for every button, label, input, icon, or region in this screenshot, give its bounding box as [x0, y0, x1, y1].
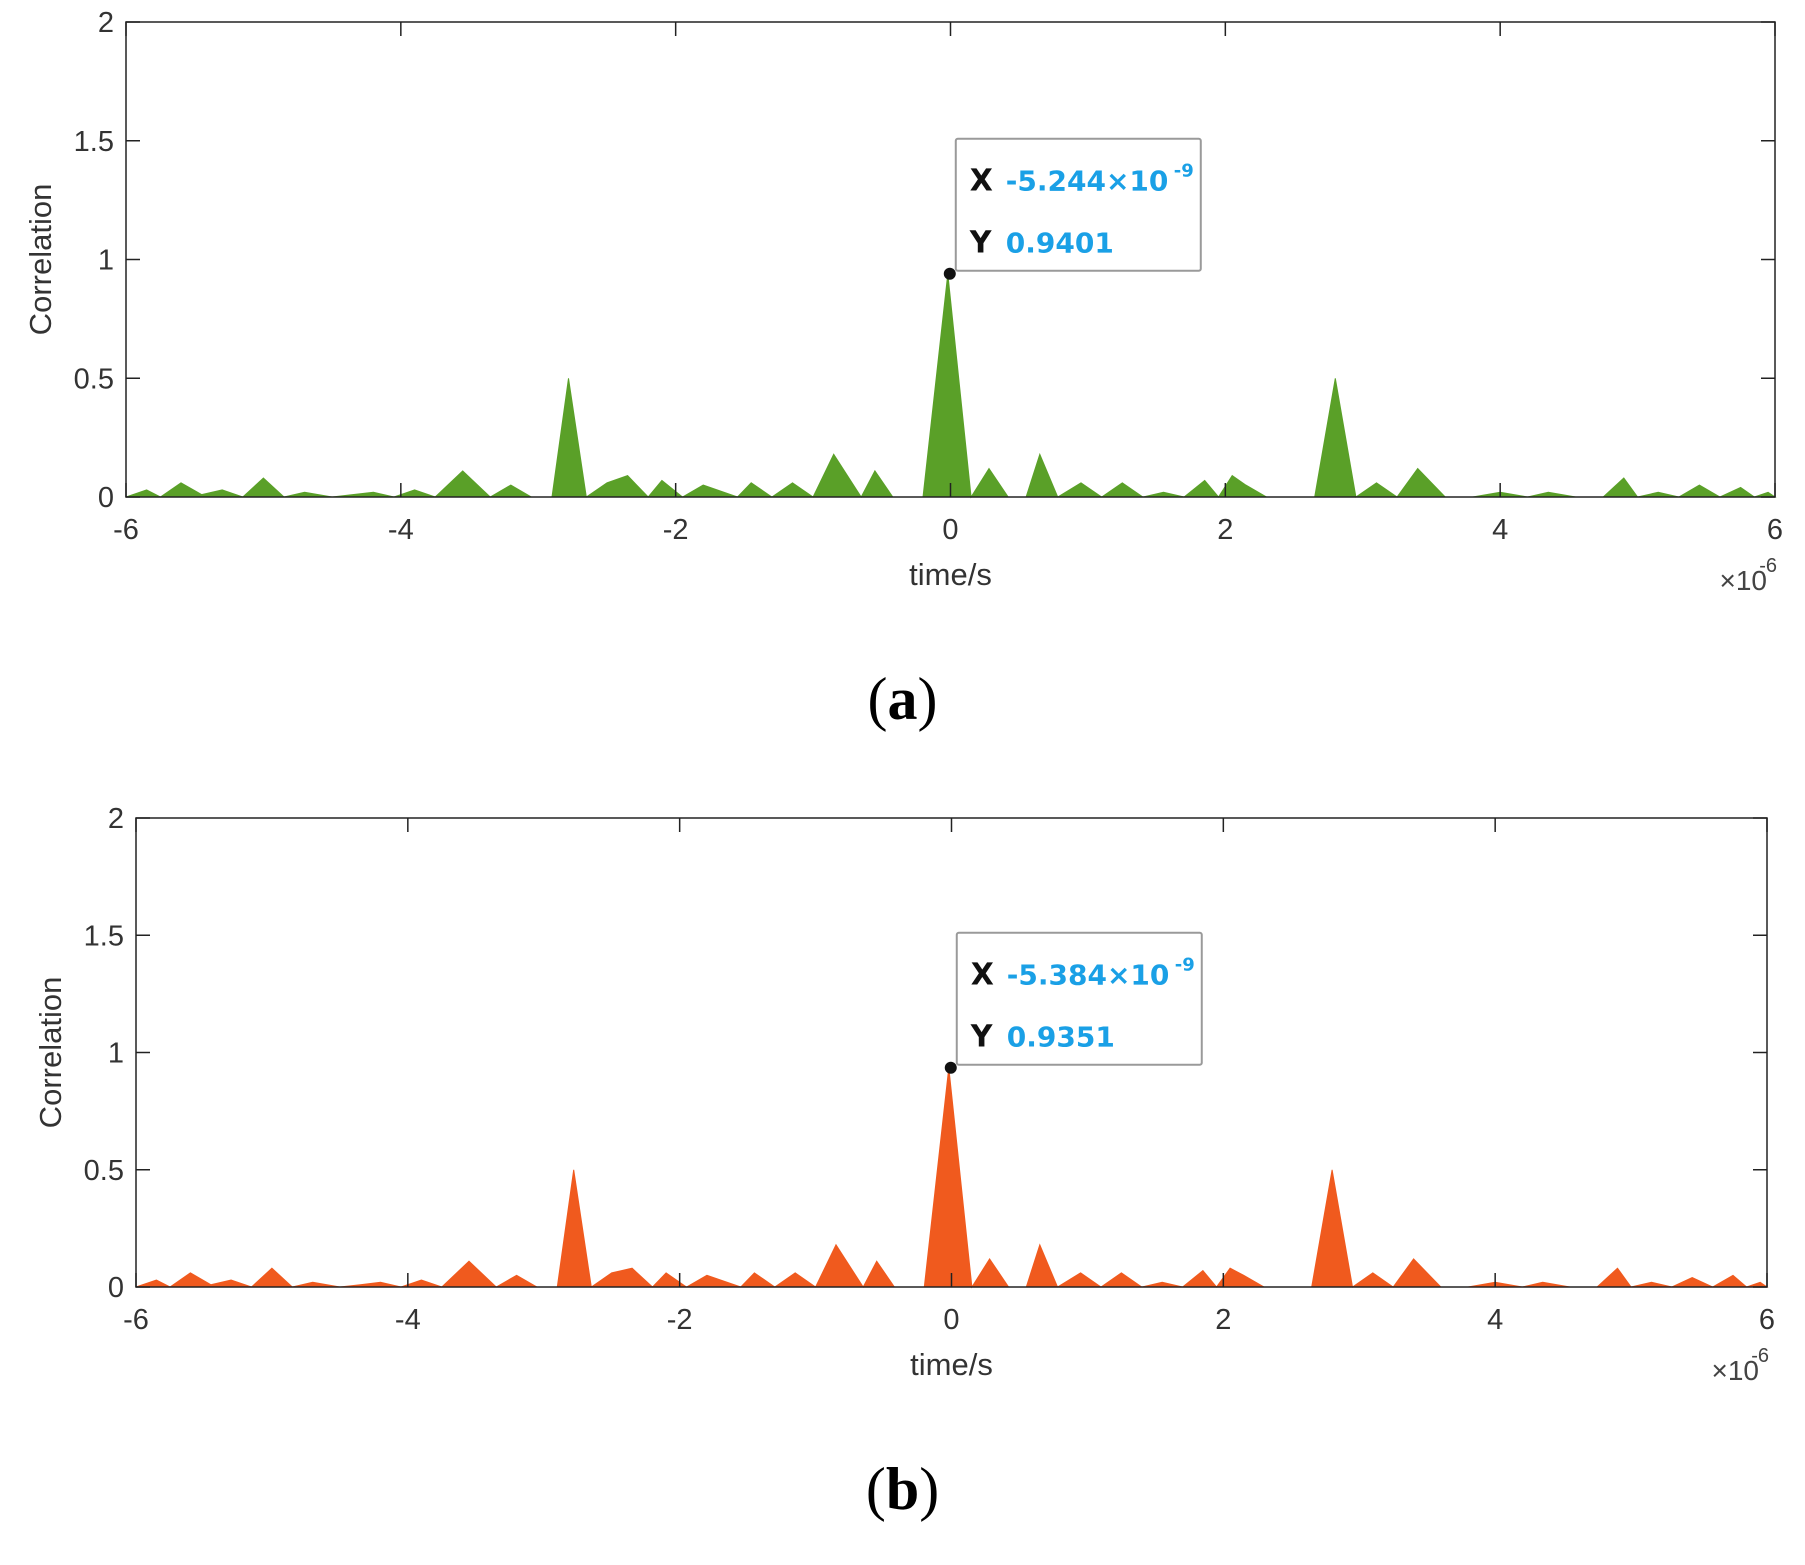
datatip-y-prefix-b: Y [970, 1020, 994, 1055]
y-tick-label-a-0: 0 [98, 482, 114, 514]
x-tick-label-b-1: -4 [395, 1304, 421, 1336]
x-axis-label-a: time/s [909, 557, 992, 592]
y-tick-label-b-1: 0.5 [84, 1155, 124, 1187]
panel-label-b: (b) [865, 1456, 940, 1522]
x-tick-label-b-5: 4 [1487, 1304, 1503, 1336]
x-tick-label-b-0: -6 [123, 1304, 149, 1336]
x-tick-label-a-2: -2 [663, 514, 689, 546]
y-tick-label-b-2: 1 [108, 1038, 124, 1070]
series-area-a [125, 273, 1777, 499]
panel-label-a: (a) [867, 666, 938, 732]
x-axis-label-b: time/s [910, 1347, 993, 1382]
x-tick-label-b-2: -2 [667, 1304, 693, 1336]
y-tick-label-a-1: 0.5 [74, 363, 114, 395]
x-tick-label-b-6: 6 [1759, 1304, 1775, 1336]
datatip-x-exp-b: -9 [1175, 955, 1195, 976]
datatip-x-value-a: -5.244×10 [1006, 165, 1169, 198]
x-exponent-base-b: ×10 [1712, 1355, 1760, 1386]
x-exponent-base-a: ×10 [1720, 565, 1768, 596]
datatip-box-a [954, 137, 1202, 272]
datatip-marker-a [943, 267, 956, 280]
datatip-x-prefix-b: X [971, 958, 994, 993]
y-axis-label-b: Correlation [33, 977, 68, 1129]
y-tick-label-a-3: 1.5 [74, 126, 114, 158]
x-tick-label-a-6: 6 [1767, 514, 1783, 546]
datatip-y-value-b: 0.9351 [1007, 1021, 1115, 1054]
series-area-b [135, 1067, 1769, 1289]
y-tick-label-a-2: 1 [98, 245, 114, 277]
x-tick-label-b-3: 0 [943, 1304, 959, 1336]
x-exponent-power-b: -6 [1751, 1345, 1769, 1367]
datatip-y-value-a: 0.9401 [1006, 227, 1114, 260]
x-tick-label-a-4: 2 [1217, 514, 1233, 546]
x-tick-label-a-5: 4 [1492, 514, 1508, 546]
datatip-x-value-b: -5.384×10 [1007, 959, 1170, 992]
datatip-x-exp-a: -9 [1174, 161, 1194, 182]
y-tick-label-b-3: 1.5 [84, 920, 124, 952]
y-tick-label-a-4: 2 [98, 7, 114, 39]
datatip-x-prefix-a: X [970, 164, 993, 199]
datatip-y-prefix-a: Y [969, 226, 993, 261]
y-axis-label-a: Correlation [23, 184, 58, 336]
x-tick-label-a-1: -4 [388, 514, 414, 546]
x-exponent-power-a: -6 [1759, 555, 1777, 577]
y-tick-label-b-0: 0 [108, 1272, 124, 1304]
y-tick-label-b-4: 2 [108, 803, 124, 835]
x-tick-label-a-3: 0 [942, 514, 958, 546]
x-tick-label-a-0: -6 [113, 514, 139, 546]
x-tick-label-b-4: 2 [1215, 1304, 1231, 1336]
datatip-marker-b [944, 1061, 957, 1074]
datatip-box-b [955, 931, 1203, 1066]
